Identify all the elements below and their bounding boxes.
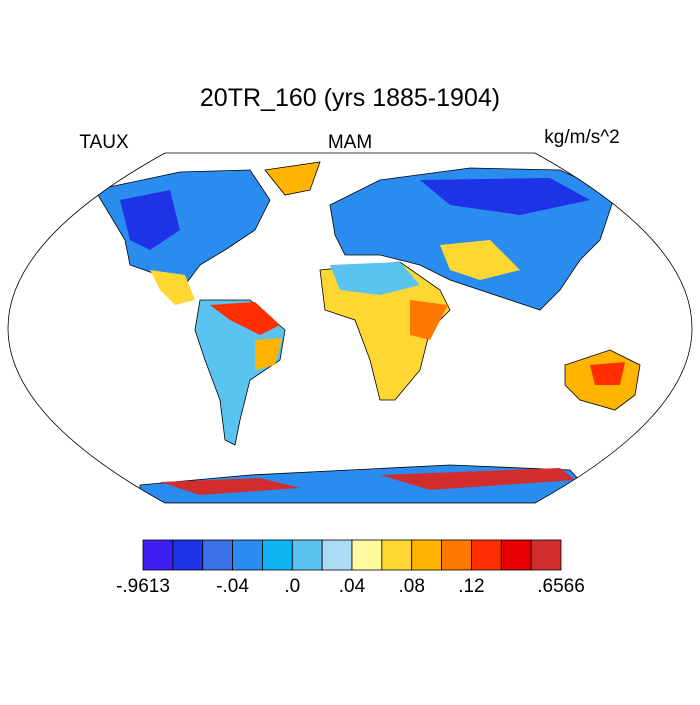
map xyxy=(7,152,693,504)
left-label: TAUX xyxy=(79,132,129,153)
colorbar-box xyxy=(172,539,204,571)
colorbar-box xyxy=(411,539,442,571)
colorbar-box xyxy=(351,539,383,571)
region xyxy=(210,302,280,335)
colorbar-box xyxy=(471,539,502,571)
colorbar-label: .08 xyxy=(399,576,425,597)
colorbar-label: .04 xyxy=(339,576,366,597)
colorbar-label: .0 xyxy=(284,576,300,597)
region xyxy=(150,270,195,305)
colorbar-box xyxy=(262,539,293,571)
colorbar-box xyxy=(381,539,413,571)
colorbar-box xyxy=(530,539,562,571)
colorbar-box xyxy=(441,539,472,571)
colorbar-box xyxy=(321,539,353,571)
colorbar-label: .12 xyxy=(458,576,484,597)
region xyxy=(330,262,420,295)
region xyxy=(410,300,448,340)
region xyxy=(255,338,282,370)
region xyxy=(440,240,520,280)
right-label: kg/m/s^2 xyxy=(544,127,619,148)
colorbar-box xyxy=(291,539,323,571)
map-border xyxy=(7,152,693,504)
colorbar-box xyxy=(142,539,174,571)
colorbar: -.9613 -.04 .0 .04 .08 .12 .6566 xyxy=(116,539,585,597)
colorbar-label: .6566 xyxy=(537,576,585,597)
region xyxy=(380,468,575,490)
greenland xyxy=(264,161,321,196)
title: 20TR_160 (yrs 1885-1904) xyxy=(200,84,500,112)
colorbar-label: -.04 xyxy=(216,576,249,597)
center-label: MAM xyxy=(328,132,372,153)
region xyxy=(120,190,180,250)
north-america xyxy=(94,169,271,286)
africa xyxy=(319,261,451,401)
colorbar-box xyxy=(500,539,532,571)
colorbar-label: -.9613 xyxy=(116,576,170,597)
region xyxy=(420,178,590,215)
colorbar-box xyxy=(202,539,233,571)
region xyxy=(590,362,625,385)
region xyxy=(160,478,300,495)
colorbar-box xyxy=(232,539,263,571)
